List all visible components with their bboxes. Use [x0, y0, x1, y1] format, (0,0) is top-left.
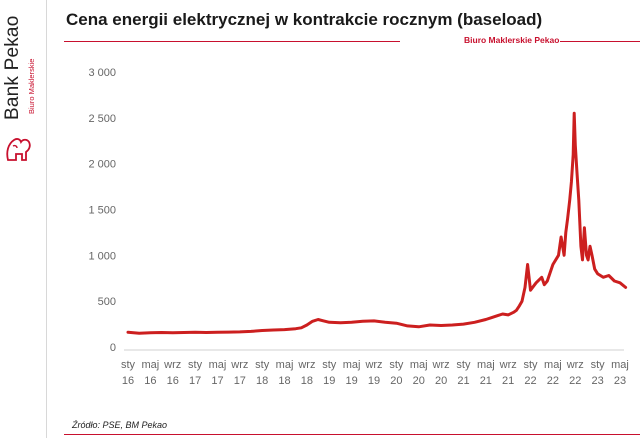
x-tick-label-month: maj [477, 359, 495, 371]
x-tick-label-year: 17 [211, 375, 223, 387]
title-underline-right [560, 41, 640, 42]
x-tick-label-month: sty [121, 359, 136, 371]
x-tick-label-month: wrz [297, 359, 315, 371]
x-tick-label-year: 20 [435, 375, 447, 387]
x-tick-label-month: sty [389, 359, 404, 371]
x-tick-label-year: 22 [547, 375, 559, 387]
x-tick-label-year: 21 [457, 375, 469, 387]
brand-sidebar: Bank Pekao Biuro Maklerskie [0, 0, 48, 438]
x-tick-label-month: sty [524, 359, 539, 371]
x-tick-label-year: 22 [569, 375, 581, 387]
brand-caption: Biuro Maklerskie Pekao [464, 35, 560, 45]
x-tick-label-year: 23 [592, 375, 604, 387]
x-tick-label-month: sty [322, 359, 337, 371]
x-tick-label-year: 16 [144, 375, 156, 387]
bank-pekao-logo-text: Bank Pekao [2, 15, 23, 120]
x-tick-label-month: maj [410, 359, 428, 371]
x-tick-label-month: wrz [499, 359, 517, 371]
footer-rule [64, 434, 640, 435]
series-group [126, 111, 628, 335]
price-line-chart: 0 500 1 000 1 500 2 000 2 500 3 000 sty 16 maj 16… [88, 67, 629, 387]
x-tick-label-year: 22 [524, 375, 536, 387]
x-tick-label-year: 20 [413, 375, 425, 387]
x-tick-label-year: 16 [167, 375, 179, 387]
x-tick-label-year: 18 [278, 375, 290, 387]
x-tick-label-year: 20 [390, 375, 402, 387]
x-tick-label-year: 17 [234, 375, 246, 387]
x-tick-label-year: 19 [346, 375, 358, 387]
title-underline [64, 41, 400, 42]
y-tick-label: 1 000 [88, 250, 116, 262]
x-tick-label-year: 17 [189, 375, 201, 387]
x-tick-label-year: 19 [323, 375, 335, 387]
x-tick-label-month: sty [255, 359, 270, 371]
source-note: Źródło: PSE, BM Pekao [72, 420, 168, 430]
x-tick-label-month: sty [456, 359, 471, 371]
x-tick-label-month: sty [188, 359, 203, 371]
sidebar-divider [46, 0, 47, 438]
x-tick-label-month: maj [343, 359, 361, 371]
x-tick-label-month: wrz [432, 359, 450, 371]
x-tick-label-year: 16 [122, 375, 134, 387]
x-tick-label-year: 18 [301, 375, 313, 387]
y-tick-label: 2 000 [88, 159, 116, 171]
biuro-maklerskie-logo-sub: Biuro Maklerskie [27, 58, 36, 114]
x-tick-label-month: wrz [364, 359, 382, 371]
chart-title: Cena energii elektrycznej w kontrakcie r… [66, 10, 543, 29]
y-tick-label: 0 [110, 342, 116, 354]
y-axis: 0 500 1 000 1 500 2 000 2 500 3 000 [88, 67, 116, 354]
x-tick-label-month: wrz [230, 359, 248, 371]
x-tick-label-month: sty [591, 359, 606, 371]
x-axis: sty 16 maj 16 wrz 16 sty 17 maj 17 wrz 17 sty 18 maj 18… [121, 349, 629, 387]
x-tick-label-month: wrz [566, 359, 584, 371]
x-tick-label-year: 18 [256, 375, 268, 387]
y-tick-label: 500 [98, 296, 116, 308]
x-tick-label-month: maj [209, 359, 227, 371]
y-tick-label: 1 500 [88, 205, 116, 217]
x-tick-label-year: 21 [502, 375, 514, 387]
x-tick-label-month: wrz [163, 359, 181, 371]
y-tick-label: 2 500 [88, 113, 116, 125]
x-tick-label-year: 21 [480, 375, 492, 387]
x-tick-label-month: maj [611, 359, 629, 371]
x-tick-label-month: maj [276, 359, 294, 371]
bison-logo-icon [6, 138, 31, 161]
x-tick-label-year: 23 [614, 375, 626, 387]
y-tick-label: 3 000 [88, 67, 116, 79]
x-tick-label-month: maj [544, 359, 562, 371]
x-tick-label-year: 19 [368, 375, 380, 387]
price-series-line [126, 111, 628, 335]
x-tick-label-month: maj [141, 359, 159, 371]
